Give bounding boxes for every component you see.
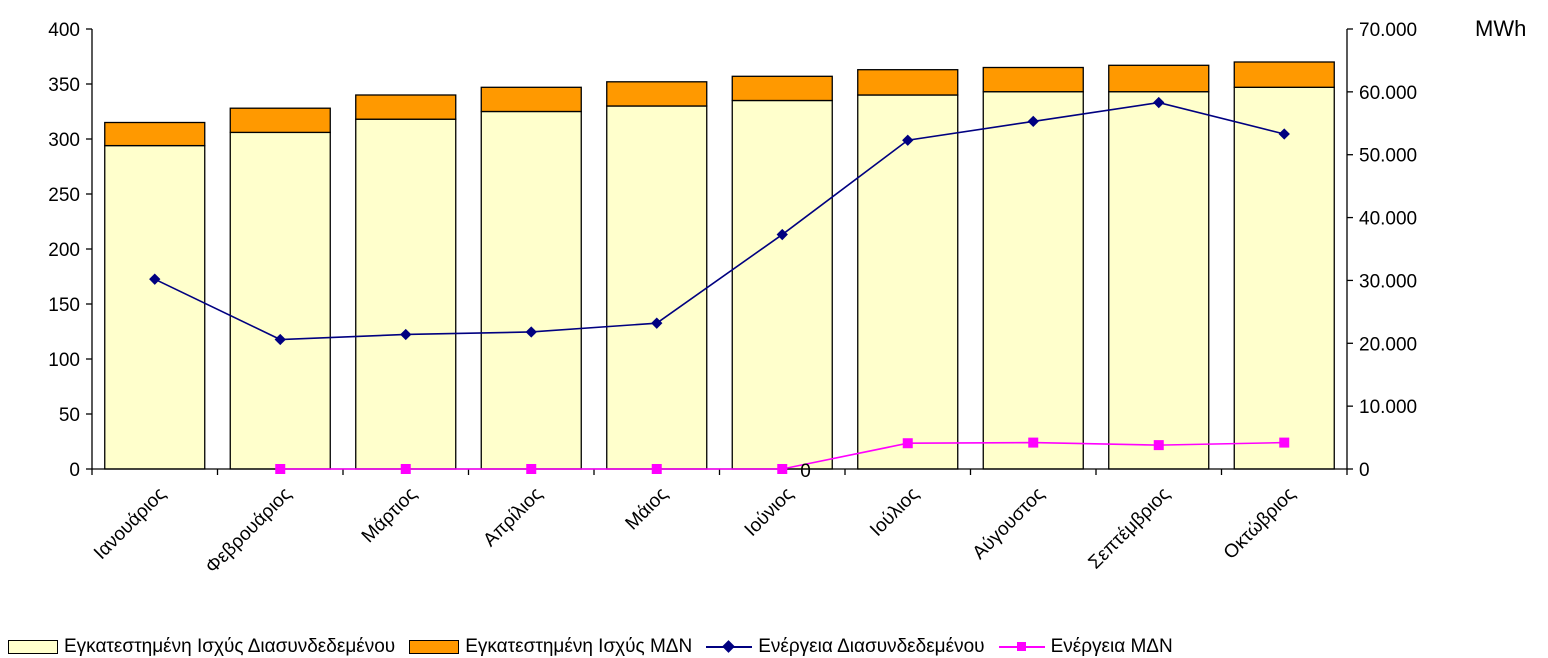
- left-tick-label: 350: [48, 75, 80, 96]
- point-energy-interconnected: [776, 228, 788, 241]
- bar-installed-mdn: [229, 107, 331, 134]
- x-tick-label: Ιούλιος: [866, 484, 923, 541]
- bar-installed-interconnected: [480, 110, 582, 470]
- point-energy-interconnected: [149, 273, 161, 285]
- point-energy-mdn: [400, 464, 411, 474]
- data-label: 0: [800, 461, 811, 482]
- point-energy-interconnected: [274, 333, 286, 346]
- left-tick-label: 100: [48, 350, 80, 371]
- right-tick-label: 50.000: [1359, 146, 1417, 167]
- point-energy-mdn: [1279, 437, 1290, 448]
- legend-item-energy-mdn: Ενέργεια ΜΔΝ: [998, 636, 1173, 658]
- x-tick-label: Μάιος: [622, 484, 673, 535]
- point-energy-interconnected: [1153, 96, 1165, 109]
- x-tick-label: Απρίλιος: [479, 484, 546, 551]
- left-tick-label: 400: [48, 20, 80, 41]
- legend-item-installed-interconnected: Εγκατεστημένη Ισχύς Διασυνδεδεμένου: [8, 636, 395, 658]
- legend-label: Ενέργεια ΜΔΝ: [1050, 636, 1173, 657]
- point-energy-interconnected: [1278, 128, 1290, 140]
- point-energy-mdn: [651, 464, 662, 474]
- x-tick-label: Οκτώβριος: [1220, 484, 1300, 564]
- legend-swatch-installed-interconnected: [8, 640, 58, 654]
- right-tick-label: 60.000: [1359, 83, 1417, 104]
- bar-installed-interconnected: [229, 131, 331, 470]
- bar-installed-mdn: [1108, 64, 1210, 93]
- right-tick-label: 0: [1359, 460, 1370, 481]
- left-tick-label: 50: [59, 405, 80, 426]
- x-tick-label: Ιούνιος: [741, 484, 798, 541]
- legend-label: Ενέργεια Διασυνδεδεμένου: [758, 636, 985, 657]
- point-energy-interconnected: [651, 317, 663, 329]
- line-energy-interconnected: [154, 101, 1285, 341]
- x-tick-label: Σεπτέμβριος: [1085, 484, 1175, 574]
- left-tick-label: 0: [69, 460, 80, 481]
- bar-installed-interconnected: [982, 91, 1084, 470]
- bar-installed-interconnected: [731, 99, 833, 470]
- point-energy-mdn: [902, 438, 913, 449]
- point-energy-interconnected: [525, 326, 537, 338]
- point-energy-mdn: [1153, 440, 1164, 451]
- bar-installed-mdn: [104, 121, 206, 147]
- left-tick-label: 300: [48, 130, 80, 151]
- x-tick-label: Μάρτιος: [358, 484, 422, 548]
- point-energy-interconnected: [902, 134, 914, 146]
- right-tick-label: 30.000: [1359, 271, 1417, 292]
- bar-installed-mdn: [982, 66, 1084, 93]
- legend: Εγκατεστημένη Ισχύς Διασυνδεδεμένου Εγκα…: [0, 636, 1548, 658]
- right-tick-label: 40.000: [1359, 209, 1417, 230]
- right-tick-label: 10.000: [1359, 397, 1417, 418]
- legend-label: Εγκατεστημένη Ισχύς Διασυνδεδεμένου: [64, 636, 396, 657]
- right-axis-unit: MWh: [1475, 16, 1526, 41]
- point-energy-interconnected: [1027, 115, 1039, 128]
- bar-installed-interconnected: [104, 144, 206, 470]
- point-energy-mdn: [526, 464, 537, 474]
- bar-installed-mdn: [606, 81, 708, 107]
- left-tick-label: 150: [48, 295, 80, 316]
- x-tick-label: Φεβρουάριος: [202, 484, 296, 578]
- bar-installed-mdn: [480, 86, 582, 113]
- bar-installed-mdn: [355, 94, 457, 120]
- bar-installed-interconnected: [1233, 86, 1335, 470]
- left-tick-label: 200: [48, 240, 80, 261]
- bar-installed-mdn: [857, 69, 959, 96]
- legend-item-installed-mdn: Εγκατεστημένη Ισχύς ΜΔΝ: [409, 636, 692, 658]
- point-energy-interconnected: [400, 328, 412, 341]
- x-tick-label: Αύγουστος: [969, 484, 1049, 564]
- bar-installed-interconnected: [1108, 91, 1210, 470]
- chart: 0 50 100 150 200 250 300 350 400 0 10.000 20.000 30.…: [48, 16, 1526, 578]
- point-energy-mdn: [777, 464, 788, 474]
- bar-installed-mdn: [731, 75, 833, 102]
- legend-label: Εγκατεστημένη Ισχύς ΜΔΝ: [465, 636, 693, 657]
- legend-swatch-energy-interconnected: [706, 640, 753, 654]
- legend-item-energy-interconnected: Ενέργεια Διασυνδεδεμένου: [706, 636, 985, 658]
- right-tick-label: 20.000: [1359, 334, 1417, 355]
- legend-swatch-installed-mdn: [409, 640, 460, 654]
- bar-installed-interconnected: [857, 94, 959, 470]
- left-tick-label: 250: [48, 185, 80, 206]
- right-tick-label: 70.000: [1359, 20, 1417, 41]
- point-energy-mdn: [1028, 437, 1039, 448]
- legend-swatch-energy-mdn: [998, 640, 1045, 654]
- x-tick-label: Ιανουάριος: [90, 484, 170, 564]
- point-energy-mdn: [275, 464, 286, 474]
- bar-installed-interconnected: [606, 105, 708, 470]
- bar-installed-interconnected: [355, 118, 457, 470]
- bar-installed-mdn: [1233, 61, 1335, 88]
